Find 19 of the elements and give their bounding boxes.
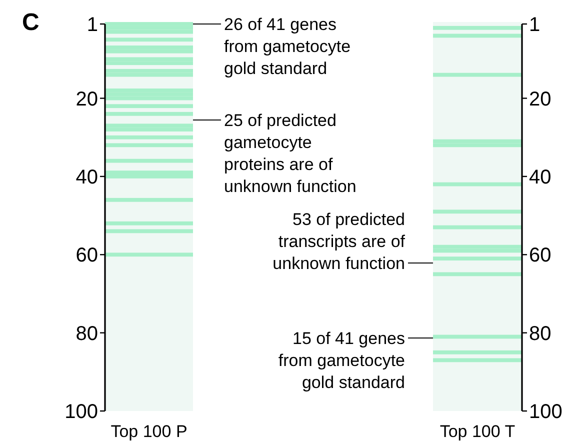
- y-tick-label: 1: [86, 14, 98, 36]
- text: 15 of 41 genes from gametocyte gold standard: [278, 328, 405, 392]
- text: 53 of predicted transcripts are of unknown function: [272, 210, 406, 273]
- y-tick-label: 60: [529, 244, 552, 267]
- y-tick-label: 100: [529, 401, 562, 423]
- y-tick-label: 20: [529, 88, 552, 110]
- text: 25 of predicted gametocyte proteins are of unknown function: [224, 110, 356, 196]
- text: C: [22, 9, 40, 36]
- y-tick-label: 1: [529, 14, 540, 36]
- x-axis-title: Top 100 T: [440, 422, 516, 441]
- y-tick-label: 40: [76, 166, 98, 188]
- y-tick-label: 80: [529, 322, 552, 345]
- x-axis-title: Top 100 P: [110, 422, 188, 441]
- y-tick-label: 60: [76, 244, 98, 267]
- y-tick-label: 100: [64, 401, 98, 423]
- y-tick-label: 20: [76, 88, 98, 110]
- y-tick-label: 80: [76, 322, 98, 345]
- text: 26 of 41 genes from gametocyte gold standard: [224, 14, 351, 78]
- y-tick-label: 40: [529, 166, 552, 188]
